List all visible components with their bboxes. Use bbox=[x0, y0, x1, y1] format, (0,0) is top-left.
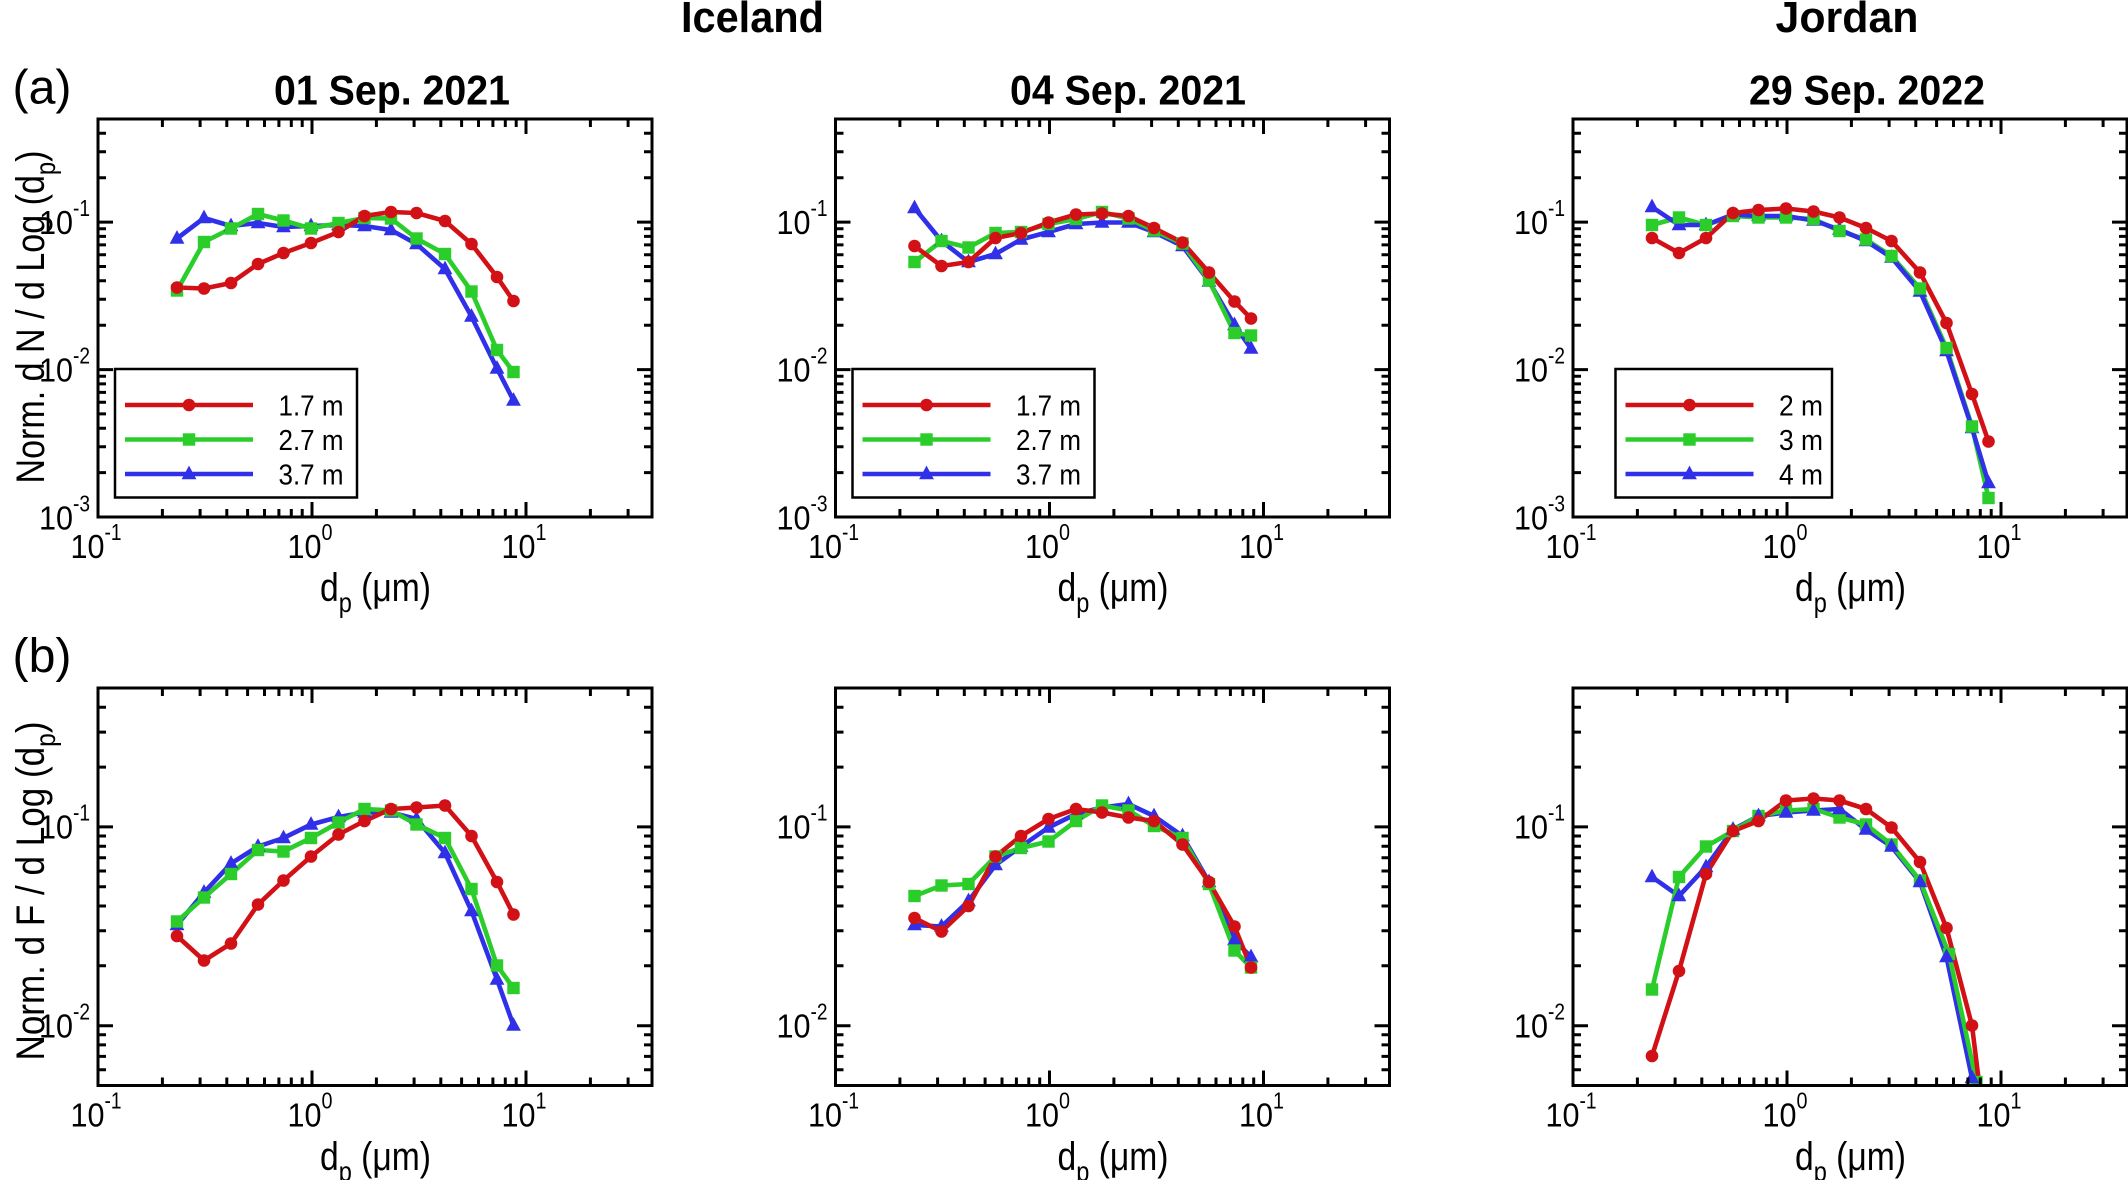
svg-text:1.7 m: 1.7 m bbox=[1016, 391, 1081, 423]
svg-text:100: 100 bbox=[1025, 519, 1070, 565]
svg-text:10-1: 10-1 bbox=[71, 519, 122, 565]
svg-text:10-1: 10-1 bbox=[1514, 800, 1565, 846]
svg-text:10-3: 10-3 bbox=[777, 491, 828, 537]
svg-text:dp (μm): dp (μm) bbox=[320, 1135, 431, 1180]
svg-text:101: 101 bbox=[502, 1088, 547, 1134]
svg-text:Norm. d N / d Log (dp): Norm. d N / d Log (dp) bbox=[9, 150, 61, 483]
svg-text:100: 100 bbox=[1763, 519, 1808, 565]
svg-text:10-1: 10-1 bbox=[808, 519, 859, 565]
svg-text:4 m: 4 m bbox=[1779, 460, 1823, 492]
svg-text:dp (μm): dp (μm) bbox=[1058, 566, 1169, 618]
svg-text:dp (μm): dp (μm) bbox=[1795, 566, 1906, 618]
svg-text:10-2: 10-2 bbox=[39, 998, 90, 1044]
svg-text:10-2: 10-2 bbox=[777, 342, 828, 388]
svg-text:100: 100 bbox=[1763, 1088, 1808, 1134]
svg-text:10-1: 10-1 bbox=[777, 195, 828, 241]
svg-text:3.7 m: 3.7 m bbox=[279, 460, 344, 492]
svg-text:101: 101 bbox=[1239, 1088, 1284, 1134]
svg-text:10-1: 10-1 bbox=[71, 1088, 122, 1134]
svg-text:29 Sep. 2022: 29 Sep. 2022 bbox=[1749, 67, 1985, 114]
svg-text:10-2: 10-2 bbox=[1514, 342, 1565, 388]
svg-text:10-3: 10-3 bbox=[39, 491, 90, 537]
svg-text:1.7 m: 1.7 m bbox=[279, 391, 344, 423]
svg-text:10-3: 10-3 bbox=[1514, 491, 1565, 537]
svg-text:101: 101 bbox=[1977, 519, 2022, 565]
svg-text:10-1: 10-1 bbox=[808, 1088, 859, 1134]
svg-text:2.7 m: 2.7 m bbox=[1016, 425, 1081, 457]
svg-text:10-2: 10-2 bbox=[39, 342, 90, 388]
svg-text:10-1: 10-1 bbox=[777, 800, 828, 846]
svg-text:101: 101 bbox=[502, 519, 547, 565]
svg-text:2 m: 2 m bbox=[1779, 391, 1823, 423]
svg-text:101: 101 bbox=[1239, 519, 1284, 565]
svg-text:01 Sep. 2021: 01 Sep. 2021 bbox=[274, 67, 510, 114]
svg-text:3.7 m: 3.7 m bbox=[1016, 460, 1081, 492]
svg-text:101: 101 bbox=[1977, 1088, 2022, 1134]
svg-text:dp (μm): dp (μm) bbox=[320, 566, 431, 618]
svg-text:dp (μm): dp (μm) bbox=[1795, 1135, 1906, 1180]
svg-text:10-2: 10-2 bbox=[777, 998, 828, 1044]
svg-text:10-1: 10-1 bbox=[1546, 519, 1597, 565]
svg-text:(a): (a) bbox=[13, 62, 72, 115]
svg-text:Norm. d F / d Log (dp): Norm. d F / d Log (dp) bbox=[9, 722, 61, 1061]
svg-text:Jordan: Jordan bbox=[1776, 0, 1919, 42]
svg-text:100: 100 bbox=[1025, 1088, 1070, 1134]
svg-text:04 Sep. 2021: 04 Sep. 2021 bbox=[1010, 67, 1246, 114]
svg-text:100: 100 bbox=[288, 1088, 333, 1134]
svg-text:3 m: 3 m bbox=[1779, 425, 1823, 457]
svg-text:10-1: 10-1 bbox=[39, 800, 90, 846]
svg-text:10-1: 10-1 bbox=[1546, 1088, 1597, 1134]
svg-text:Iceland: Iceland bbox=[681, 0, 824, 42]
svg-text:10-1: 10-1 bbox=[1514, 195, 1565, 241]
svg-text:10-1: 10-1 bbox=[39, 195, 90, 241]
svg-text:10-2: 10-2 bbox=[1514, 998, 1565, 1044]
svg-text:2.7 m: 2.7 m bbox=[279, 425, 344, 457]
svg-text:100: 100 bbox=[288, 519, 333, 565]
svg-text:dp (μm): dp (μm) bbox=[1058, 1135, 1169, 1180]
svg-text:(b): (b) bbox=[13, 630, 72, 683]
